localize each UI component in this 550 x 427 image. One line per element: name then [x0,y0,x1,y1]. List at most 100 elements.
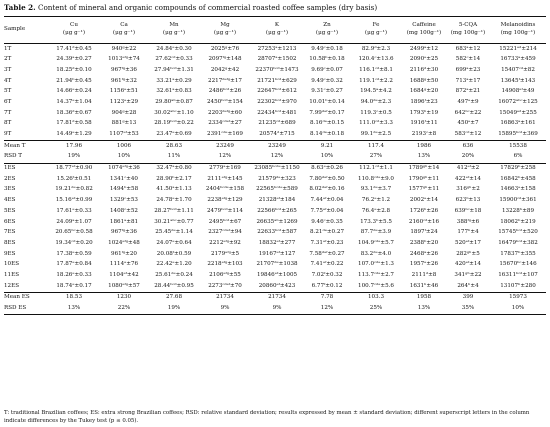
table-cell: 15.16ᵉᶠ±0.99 [55,197,93,204]
table-cell: 7.44ᵉᶠ±0.04 [310,197,344,204]
table-cell: 1107ᵉᶠ±53 [109,131,139,138]
table-cell: 113.7ᶜᵈᵉ±2.7 [358,271,394,278]
row-label-cell: RSD T [4,153,23,160]
table-cell: 20.65ᵇᶜ±0.58 [55,229,93,236]
table-cell: 1986 [402,140,446,152]
table-cell: 7.99ᵈᵉᶠ±0.17 [309,109,345,116]
table-cell: 1013ᵉᶠᵍ±74 [108,56,140,63]
table-cell: 1156ᵉ±51 [109,88,139,95]
row-label-cell: 9T [4,131,12,138]
table-cell: 1631ʰ±46 [409,282,439,289]
summary-row: Mean T 17.96 1006 28.63 23249 23249 9.21 117.4 1… [4,140,546,152]
table-cell: 10% [490,303,546,316]
table-cell: 99.1ᵈᵉ±2.5 [360,131,392,138]
table-cell: 21734 [250,291,304,304]
table-cell: 7.02ᶠ±0.32 [311,271,343,278]
table-cell: 87.7ᵈᵉ±3.9 [360,229,392,236]
row-label-cell: Mean T [4,140,48,152]
row-label-cell: 8T [4,120,12,127]
table-cell: 14.66ᵉ±0.24 [56,88,92,95]
table-row: 6T 14.37ᵉ±1.04 1123ᵉ±29 29.80ᵃᵇ±0.87 2450ᵇᶜᵈ… [4,97,546,108]
table-cell: 2327ᶜᵈᵉᶠ±94 [208,229,242,236]
column-header-unit: (μg g⁻¹) [162,30,186,36]
row-label-cell: 7T [4,109,12,116]
table-cell: 2450ᵇᶜᵈ±154 [206,98,243,105]
table-cell: 19846ᵉᶠ±1005 [256,271,298,278]
table-cell: 1024ᵉᶠᵍ±48 [108,239,140,246]
table-row: 3ES 19.21ᵈᵉ±0.82 1494ᵇ±58 41.50ᵃ±1.13 2404ᵇᶜ… [4,185,546,196]
table-cell: 2273ᶜᵈᵉᶠ±70 [208,282,242,289]
table-cell: 19% [67,153,81,160]
column-header-unit: (μg g⁻¹) [265,30,289,36]
row-label-cell: 7ES [4,229,16,236]
table-cell: 9.69ᶜ±0.07 [311,66,343,73]
table-cell: 10% [117,153,131,160]
table-cell: 7.41ᵉᶠ±0.22 [310,261,344,268]
column-header-name: Sample [4,26,26,33]
table-cell: 76.2ᵉ±1.2 [361,197,391,204]
table-cell: 12% [218,153,232,160]
table-cell: 17.81ᵈ±0.58 [56,120,92,127]
column-header-unit: (μg g⁻¹) [112,30,136,36]
table-cell: 2495ᵇᶜᵈ±67 [208,218,242,225]
table-cell: 22434ᵇᶜᵈ±481 [257,109,297,116]
table-cell: 9.49ᶜ±0.32 [311,77,343,84]
table-cell: 967ᶠᵍ±36 [111,66,137,73]
table-cell: 22565ᵇᶜᵈᵉ±589 [256,186,298,193]
row-label-cell: 5T [4,88,12,95]
table-cell: 21579ᵈᵉ±323 [258,175,296,182]
table-cell: 1114ᵉ±76 [109,261,139,268]
summary-row: Mean ES 18.53 1230 27.68 21734 21734 7.78 103.3… [4,291,546,304]
table-cell: 19.34ᶜᵈ±0.20 [55,239,93,246]
table-cell: 940ᵍ±22 [111,45,137,52]
table-cell: 111.0ᶜᵈ±3.3 [359,120,393,127]
table-cell: 27.62ᶜᵈ±0.33 [155,56,193,63]
table-cell: 14.49ᵉ±1.29 [56,131,92,138]
table-cell: 1861ᵃ±81 [109,218,139,225]
column-header-name: Melanoidins [500,22,536,29]
row-label-cell: 10ES [4,261,20,268]
table-cell: 10.01ᵇ±0.14 [309,98,345,105]
table-cell: 15.26ᶠ±0.51 [56,175,92,182]
table-cell: 18062ᵇ±219 [500,218,536,225]
table-row: 6ES 24.09ᵃ±1.07 1861ᵃ±81 30.21ᵃᵇᶜ±0.77 2495ᵇ… [4,217,546,228]
table-cell: 23.47ᵉ±0.69 [156,131,192,138]
table-cell: 1896ᶠ±23 [410,98,438,105]
table-cell: 27% [369,153,383,160]
table-cell: 2404ᵇᶜᵈᵉ±158 [205,186,245,193]
table-cell: 13% [402,303,446,316]
table-cell: 1329ᶜ±53 [110,197,138,204]
column-header: Mn (μg g⁻¹) [148,16,200,44]
table-cell: 30.02ᵃᵇᶜ±1.10 [154,109,194,116]
table-cell: 13645ᶠ±143 [500,77,536,84]
table-cell: 25.45ᵈᵉ±1.14 [155,229,193,236]
table-cell: 94.0ᵈᵉ±2.3 [360,98,392,105]
table-cell: 961ᶠᵍ±32 [111,77,137,84]
column-header: Sample [4,16,48,44]
column-header: Caffeine (mg 100g⁻¹) [402,16,446,44]
table-cell: 18.25ᵈ±0.10 [56,66,92,73]
table-cell: 1006 [100,140,148,152]
table-cell: 1684ᵍ±20 [409,88,439,95]
table-header-row: Sample Cu (μg g⁻¹) Ca (μg g⁻¹) Mn (μg g⁻¹) Mg (μ… [4,16,546,44]
table-cell: 2218ᵉᶠᵍ±103 [207,261,243,268]
column-header-name: Mg [220,22,230,29]
table-cell: 8.16ᵈᵉ±0.15 [310,120,344,127]
table-body: 1T 17.41ᵈ±0.45 940ᵍ±22 24.84ᵉ±0.30 2025ᵍ±76 2… [4,44,546,316]
table-cell: 8.21ᵈᵉ±0.27 [310,229,344,236]
table-cell: 2391ᶜᵈᵉ±169 [207,131,243,138]
table-cell: 112.1ᶜᵈ±1.1 [350,162,402,175]
table-cell: 17.61ᵉ±0.33 [56,207,92,214]
table-cell: 15407ᶜᵈ±82 [501,66,535,73]
table-row: 5T 14.66ᵉ±0.24 1156ᵉ±51 32.61ᵃ±0.83 2486ᵇᶜᵈ±… [4,87,546,98]
table-row: 9T 14.49ᵉ±1.29 1107ᵉᶠ±53 23.47ᵉ±0.69 2391ᶜᵈᵉ… [4,130,546,141]
column-header-name: Cu [70,22,78,29]
table-cell: 2499ᵃ±12 [409,45,439,52]
table-row: 4ES 15.16ᵉᶠ±0.99 1329ᶜ±53 24.78ᵉ±1.70 2238ᵉᶠ… [4,196,546,207]
table-cell: 119.1ᶜᵈ±2.2 [359,77,393,84]
table-cell: 104.9ᶜᵈᵉ±5.7 [358,239,394,246]
table-cell: 35% [446,303,490,316]
table-cell: 582ᶜ±14 [455,56,481,63]
table-cell: 24.39ᵃ±0.27 [56,56,92,63]
table-cell: 1793ʰ±19 [409,109,439,116]
